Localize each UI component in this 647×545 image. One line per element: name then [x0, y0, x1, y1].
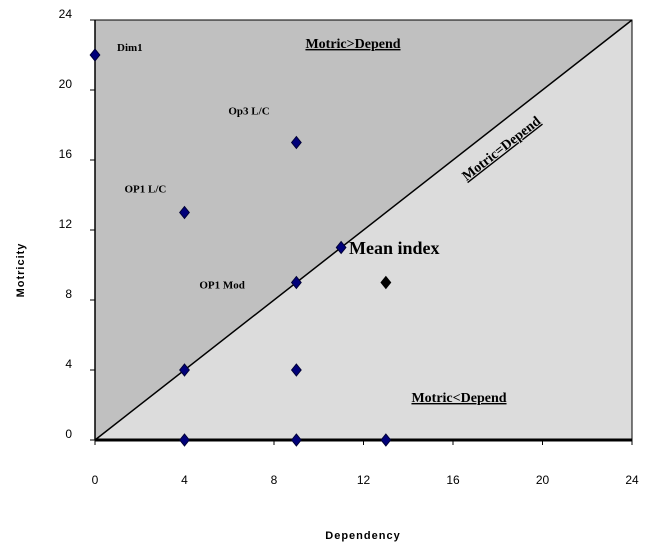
x-tick-label: 12	[357, 473, 371, 487]
data-point	[290, 135, 302, 150]
data-points	[89, 48, 392, 447]
region-label-lower: Motric<Depend	[411, 391, 506, 406]
point-label: OP1 Mod	[199, 280, 245, 292]
data-point	[290, 275, 302, 290]
data-point	[335, 240, 347, 255]
y-tick-label: 20	[59, 77, 73, 91]
point-label: Op3 L/C	[228, 106, 269, 118]
y-tick-label: 8	[65, 287, 72, 301]
mean-label: Mean index	[349, 238, 440, 258]
data-point	[290, 433, 302, 447]
data-point	[179, 433, 190, 447]
data-point	[179, 205, 190, 220]
region-label-upper: Motric>Depend	[305, 37, 400, 52]
y-tick-label: 12	[59, 217, 73, 231]
y-axis-title: Motricity	[15, 243, 27, 298]
x-tick-label: 0	[92, 473, 99, 487]
x-tick-label: 8	[271, 473, 278, 487]
data-point	[380, 433, 392, 447]
x-axis-title: Dependency	[325, 530, 400, 542]
x-tick-label: 4	[181, 473, 188, 487]
y-tick-label: 16	[59, 147, 73, 161]
x-tick-label: 20	[536, 473, 550, 487]
x-tick-label: 24	[625, 473, 639, 487]
x-tick-label: 16	[446, 473, 460, 487]
mean-point	[380, 275, 392, 290]
data-point	[290, 363, 302, 377]
y-tick-label: 4	[65, 357, 72, 371]
data-point	[179, 363, 190, 377]
plot-background	[94, 19, 633, 441]
point-label: Dim1	[117, 42, 143, 54]
y-tick-label: 0	[65, 427, 72, 441]
point-label: OP1 L/C	[125, 184, 167, 196]
data-point	[89, 48, 101, 62]
y-tick-label: 24	[59, 7, 73, 21]
